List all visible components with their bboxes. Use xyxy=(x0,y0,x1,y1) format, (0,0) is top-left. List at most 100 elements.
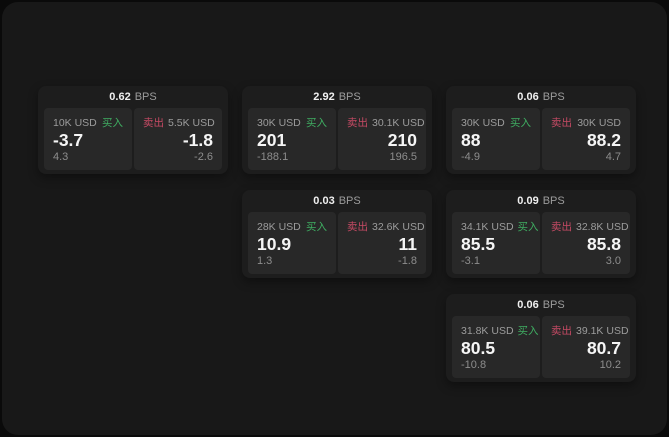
quote-board: 0.62 BPS 10K USD 买入 -3.7 4.3 卖出 5.5K USD xyxy=(38,86,636,382)
buy-panel-top: 30K USD 买入 xyxy=(461,115,531,130)
sell-price: 11 xyxy=(398,233,418,254)
buy-side-label: 买入 xyxy=(517,325,539,337)
sell-amount: 32.8K USD xyxy=(576,220,629,233)
buy-price: 10.9 xyxy=(257,233,292,254)
sell-side-label: 卖出 xyxy=(551,117,572,129)
sell-amount: 5.5K USD xyxy=(168,116,215,129)
sell-sub-value: 10.2 xyxy=(599,359,621,371)
spread-header: 0.06 BPS xyxy=(452,86,630,108)
buy-quote-panel[interactable]: 31.8K USD 买入 80.5 -10.8 xyxy=(452,316,540,378)
quote-card: 2.92 BPS 30K USD 买入 201 -188.1 卖出 30.1K … xyxy=(242,86,432,174)
buy-price: -3.7 xyxy=(53,129,84,150)
buy-amount: 30K USD xyxy=(461,116,505,129)
buy-amount: 28K USD xyxy=(257,220,301,233)
buy-price: 85.5 xyxy=(461,233,496,254)
sell-side-label: 卖出 xyxy=(551,221,572,233)
quote-panels: 30K USD 买入 88 -4.9 卖出 30K USD 88.2 4.7 xyxy=(452,108,630,170)
buy-amount: 34.1K USD xyxy=(461,220,514,233)
buy-panel-top: 34.1K USD 买入 xyxy=(461,219,539,234)
buy-side-label: 买入 xyxy=(306,117,327,129)
spread-unit: BPS xyxy=(338,91,361,103)
sell-price: -1.8 xyxy=(182,129,213,150)
spread-unit: BPS xyxy=(134,91,157,103)
spread-value: 0.09 xyxy=(517,195,539,207)
sell-side-label: 卖出 xyxy=(143,117,164,129)
buy-sub-value: 1.3 xyxy=(257,255,273,267)
spread-value: 0.06 xyxy=(517,299,539,311)
buy-quote-panel[interactable]: 10K USD 买入 -3.7 4.3 xyxy=(44,108,132,170)
buy-panel-top: 31.8K USD 买入 xyxy=(461,323,539,338)
spread-header: 0.09 BPS xyxy=(452,190,630,212)
buy-panel-top: 10K USD 买入 xyxy=(53,115,123,130)
spread-unit: BPS xyxy=(542,195,565,207)
sell-quote-panel[interactable]: 卖出 32.8K USD 85.8 3.0 xyxy=(542,212,630,274)
sell-amount: 30K USD xyxy=(577,116,621,129)
sell-quote-panel[interactable]: 卖出 39.1K USD 80.7 10.2 xyxy=(542,316,630,378)
sell-quote-panel[interactable]: 卖出 5.5K USD -1.8 -2.6 xyxy=(134,108,222,170)
buy-price: 80.5 xyxy=(461,337,496,358)
spread-header: 0.62 BPS xyxy=(44,86,222,108)
buy-amount: 10K USD xyxy=(53,116,97,129)
buy-side-label: 买入 xyxy=(306,221,327,233)
buy-panel-top: 30K USD 买入 xyxy=(257,115,327,130)
quote-panels: 28K USD 买入 10.9 1.3 卖出 32.6K USD 11 -1.8 xyxy=(248,212,426,274)
spread-header: 0.06 BPS xyxy=(452,294,630,316)
buy-sub-value: 4.3 xyxy=(53,151,69,163)
quote-panels: 10K USD 买入 -3.7 4.3 卖出 5.5K USD -1.8 -2.… xyxy=(44,108,222,170)
buy-side-label: 买入 xyxy=(102,117,123,129)
buy-sub-value: -188.1 xyxy=(257,151,289,163)
buy-price: 88 xyxy=(461,129,481,150)
buy-quote-panel[interactable]: 34.1K USD 买入 85.5 -3.1 xyxy=(452,212,540,274)
sell-quote-panel[interactable]: 卖出 30K USD 88.2 4.7 xyxy=(542,108,630,170)
sell-panel-top: 卖出 30K USD xyxy=(551,115,621,130)
buy-quote-panel[interactable]: 30K USD 买入 201 -188.1 xyxy=(248,108,336,170)
spread-value: 2.92 xyxy=(313,91,335,103)
spread-value: 0.62 xyxy=(109,91,131,103)
buy-side-label: 买入 xyxy=(517,221,539,233)
sell-price: 210 xyxy=(387,129,417,150)
spread-value: 0.06 xyxy=(517,91,539,103)
sell-side-label: 卖出 xyxy=(347,117,368,129)
quote-card: 0.03 BPS 28K USD 买入 10.9 1.3 卖出 32.6K US… xyxy=(242,190,432,278)
quote-card: 0.06 BPS 30K USD 买入 88 -4.9 卖出 30K USD xyxy=(446,86,636,174)
sell-price: 80.7 xyxy=(586,337,621,358)
sell-side-label: 卖出 xyxy=(347,221,368,233)
buy-panel-top: 28K USD 买入 xyxy=(257,219,327,234)
quote-panels: 31.8K USD 买入 80.5 -10.8 卖出 39.1K USD 80.… xyxy=(452,316,630,378)
sell-sub-value: 3.0 xyxy=(605,255,621,267)
buy-sub-value: -4.9 xyxy=(461,151,480,163)
sell-panel-top: 卖出 30.1K USD xyxy=(347,115,425,130)
sell-panel-top: 卖出 32.8K USD xyxy=(551,219,629,234)
spread-unit: BPS xyxy=(542,91,565,103)
spread-value: 0.03 xyxy=(313,195,335,207)
quote-card: 0.62 BPS 10K USD 买入 -3.7 4.3 卖出 5.5K USD xyxy=(38,86,228,174)
buy-amount: 31.8K USD xyxy=(461,324,514,337)
sell-amount: 32.6K USD xyxy=(372,220,425,233)
sell-side-label: 卖出 xyxy=(551,325,572,337)
sell-amount: 30.1K USD xyxy=(372,116,425,129)
sell-sub-value: 196.5 xyxy=(389,151,417,163)
sell-sub-value: -2.6 xyxy=(194,151,213,163)
quote-panels: 30K USD 买入 201 -188.1 卖出 30.1K USD 210 1… xyxy=(248,108,426,170)
buy-quote-panel[interactable]: 28K USD 买入 10.9 1.3 xyxy=(248,212,336,274)
quote-card: 0.09 BPS 34.1K USD 买入 85.5 -3.1 卖出 32.8K… xyxy=(446,190,636,278)
quote-panels: 34.1K USD 买入 85.5 -3.1 卖出 32.8K USD 85.8… xyxy=(452,212,630,274)
sell-price: 88.2 xyxy=(586,129,621,150)
sell-price: 85.8 xyxy=(586,233,621,254)
buy-price: 201 xyxy=(257,129,287,150)
sell-amount: 39.1K USD xyxy=(576,324,629,337)
spread-header: 0.03 BPS xyxy=(248,190,426,212)
sell-panel-top: 卖出 5.5K USD xyxy=(143,115,215,130)
spread-unit: BPS xyxy=(542,299,565,311)
spread-header: 2.92 BPS xyxy=(248,86,426,108)
sell-sub-value: -1.8 xyxy=(398,255,417,267)
quote-card: 0.06 BPS 31.8K USD 买入 80.5 -10.8 卖出 39.1… xyxy=(446,294,636,382)
spread-unit: BPS xyxy=(338,195,361,207)
buy-amount: 30K USD xyxy=(257,116,301,129)
sell-panel-top: 卖出 32.6K USD xyxy=(347,219,425,234)
sell-quote-panel[interactable]: 卖出 32.6K USD 11 -1.8 xyxy=(338,212,426,274)
buy-quote-panel[interactable]: 30K USD 买入 88 -4.9 xyxy=(452,108,540,170)
sell-quote-panel[interactable]: 卖出 30.1K USD 210 196.5 xyxy=(338,108,426,170)
sell-panel-top: 卖出 39.1K USD xyxy=(551,323,629,338)
